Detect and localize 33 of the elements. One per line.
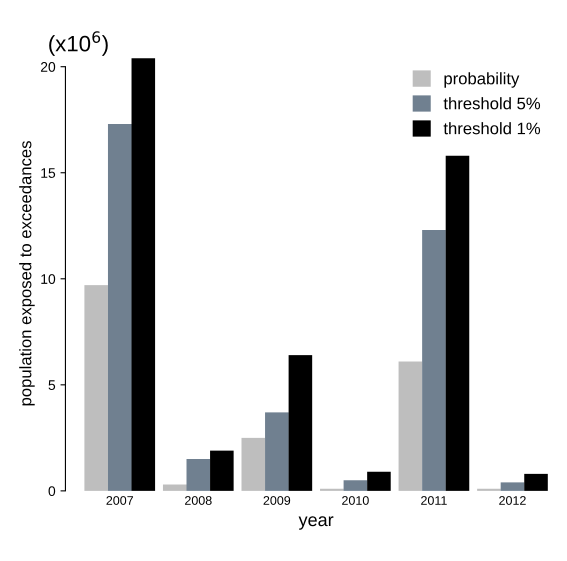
y-tick-label: 5: [48, 380, 56, 390]
x-tick-label: 2008: [185, 496, 212, 505]
legend-label: threshold 1%: [444, 122, 540, 134]
y-tick-label: 15: [41, 168, 56, 178]
x-axis-title: year: [298, 516, 334, 530]
y-tick-label: 0: [48, 486, 56, 496]
bar: [288, 355, 312, 491]
x-tick-label: 2010: [342, 496, 369, 505]
bar: [84, 285, 108, 491]
x-tick-label: 2009: [264, 496, 290, 505]
x-tick-label: 2007: [106, 496, 134, 505]
x-tick-label: 2012: [499, 496, 526, 505]
bar: [132, 58, 156, 491]
bar: [524, 474, 548, 491]
bar: [210, 450, 234, 491]
bar: [108, 124, 132, 491]
bar: [367, 472, 391, 491]
bar: [186, 459, 210, 491]
y-tick-label: 10: [41, 274, 56, 284]
text: (x10$^{6}$): [49, 31, 108, 56]
y-axis-title: population exposed to exceedances: [19, 141, 35, 406]
bar: [398, 362, 422, 491]
x-tick-label: 2011: [421, 496, 447, 505]
bar: [446, 156, 470, 491]
y-tick-label: 20: [40, 62, 56, 72]
legend-label: threshold 5%: [444, 97, 540, 110]
bar: [241, 438, 266, 491]
bar: [265, 412, 289, 491]
bar: [162, 484, 187, 491]
legend-label: probability: [444, 72, 520, 88]
bar: [422, 230, 446, 491]
bar: [500, 482, 524, 491]
bar: [344, 480, 368, 491]
